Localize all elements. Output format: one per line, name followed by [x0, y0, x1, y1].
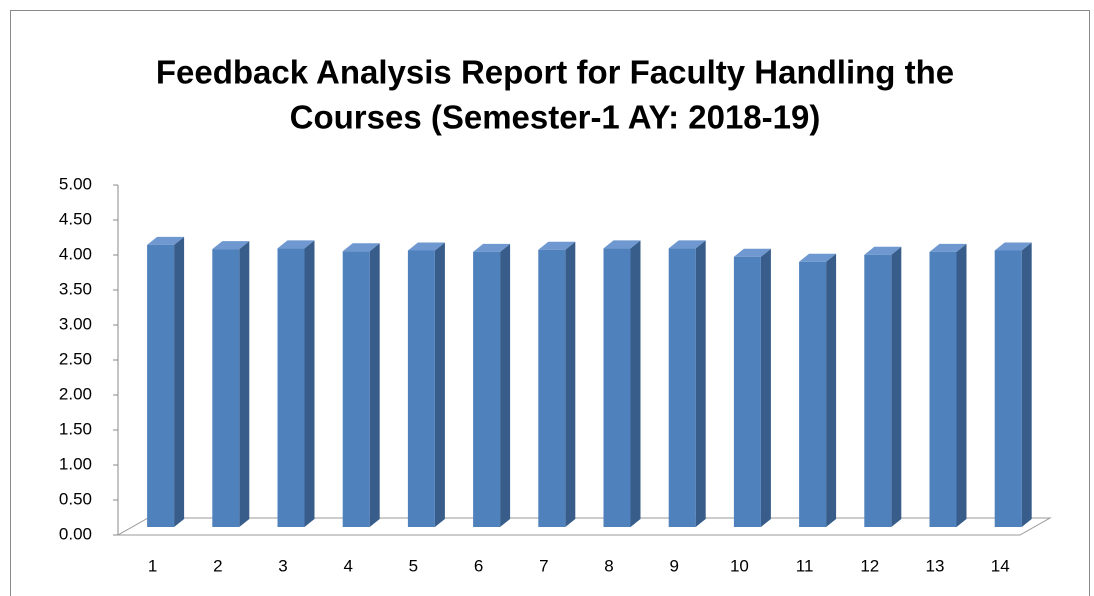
bar-front: [538, 249, 566, 528]
x-tick-label: 8: [604, 556, 613, 575]
bar-front: [799, 261, 827, 527]
bar-side: [956, 243, 967, 527]
bar-top: [603, 240, 641, 249]
bar-side: [891, 246, 902, 527]
bar-top: [799, 253, 837, 262]
bar-top: [342, 243, 380, 252]
bar-top: [668, 240, 706, 249]
bar-side: [239, 241, 250, 527]
y-tick-label: 3.50: [59, 279, 92, 298]
bar-front: [668, 248, 696, 527]
bar-top: [407, 242, 445, 251]
bar-front: [407, 250, 435, 527]
bar-top: [994, 242, 1032, 251]
bar-top: [864, 246, 902, 255]
bar-top: [212, 241, 250, 250]
bar: [603, 240, 641, 527]
x-tick-label: 5: [409, 556, 418, 575]
x-tick-label: 9: [669, 556, 678, 575]
x-tick-label: 11: [796, 556, 814, 575]
bar-side: [760, 248, 771, 528]
bar: [473, 243, 511, 527]
y-tick-label: 1.00: [59, 454, 92, 473]
y-tick-label: 5.00: [59, 174, 92, 193]
bar: [147, 236, 185, 527]
bar-side: [434, 242, 445, 527]
y-tick-label: 0.00: [59, 524, 92, 543]
bar-side: [174, 236, 185, 527]
bar-top: [929, 243, 967, 252]
bar-side: [565, 241, 576, 528]
x-tick-label: 12: [860, 556, 879, 575]
bar-front: [147, 244, 175, 527]
bar-side: [369, 243, 380, 527]
bar-side: [304, 240, 315, 527]
bar-top: [473, 243, 511, 252]
bar: [407, 242, 445, 527]
bar-front: [473, 251, 501, 527]
y-tick-label: 2.00: [59, 384, 92, 403]
bar: [929, 243, 967, 527]
bar-side: [500, 243, 511, 527]
bar-side: [630, 240, 641, 527]
bar-front: [994, 250, 1022, 527]
y-tick-label: 1.50: [59, 419, 92, 438]
bar: [212, 241, 250, 527]
bar: [277, 240, 315, 527]
x-tick-label: 7: [539, 556, 548, 575]
chart-subtitle: Courses (Semester-1 AY: 2018-19): [290, 99, 821, 136]
bar-side: [826, 253, 837, 527]
y-tick-label: 4.00: [59, 244, 92, 263]
bar-side: [1021, 242, 1032, 527]
bar: [864, 246, 902, 527]
bar-front: [733, 256, 761, 527]
x-tick-label: 1: [148, 556, 157, 575]
bar-top: [538, 241, 576, 250]
bar: [342, 243, 380, 527]
bar-top: [277, 240, 315, 249]
x-tick-label: 6: [474, 556, 483, 575]
bar-top: [147, 236, 185, 245]
x-tick-label: 14: [991, 556, 1010, 575]
bar: [538, 241, 576, 528]
bar: [994, 242, 1032, 527]
x-tick-label: 10: [730, 556, 749, 575]
y-tick-label: 0.50: [59, 489, 92, 508]
y-tick-label: 4.50: [59, 209, 92, 228]
bar: [799, 253, 837, 527]
bar-front: [929, 251, 957, 527]
bar-front: [277, 248, 305, 527]
bar: [668, 240, 706, 527]
bar: [733, 248, 771, 528]
bar-front: [212, 249, 240, 527]
bar-side: [695, 240, 706, 527]
bar-front: [603, 248, 631, 527]
bar-front: [864, 254, 892, 527]
bar-top: [733, 248, 771, 257]
x-tick-label: 2: [213, 556, 222, 575]
y-tick-label: 2.50: [59, 349, 92, 368]
floor: [116, 517, 1052, 536]
x-tick-label: 13: [926, 556, 945, 575]
x-tick-label: 4: [343, 556, 352, 575]
bar-front: [342, 251, 370, 527]
x-tick-label: 3: [278, 556, 287, 575]
y-tick-label: 3.00: [59, 314, 92, 333]
chart-title: Feedback Analysis Report for Faculty Han…: [156, 54, 954, 91]
